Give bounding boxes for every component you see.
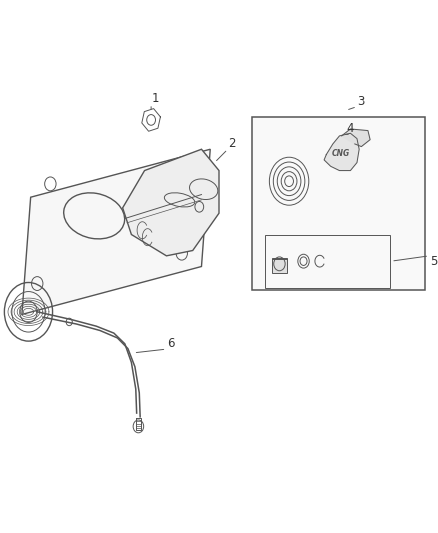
FancyBboxPatch shape bbox=[272, 258, 287, 273]
Polygon shape bbox=[123, 149, 219, 256]
Polygon shape bbox=[22, 149, 210, 314]
Bar bbox=[265, 235, 390, 288]
Polygon shape bbox=[342, 129, 370, 147]
Bar bbox=[252, 117, 425, 290]
Text: 4: 4 bbox=[346, 123, 354, 135]
Text: CNG: CNG bbox=[332, 149, 350, 158]
Text: 6: 6 bbox=[167, 337, 175, 350]
Polygon shape bbox=[324, 133, 359, 171]
Text: 3: 3 bbox=[358, 95, 365, 108]
Text: 1: 1 bbox=[152, 92, 159, 105]
Text: 2: 2 bbox=[228, 138, 236, 150]
Text: 5: 5 bbox=[430, 255, 437, 268]
